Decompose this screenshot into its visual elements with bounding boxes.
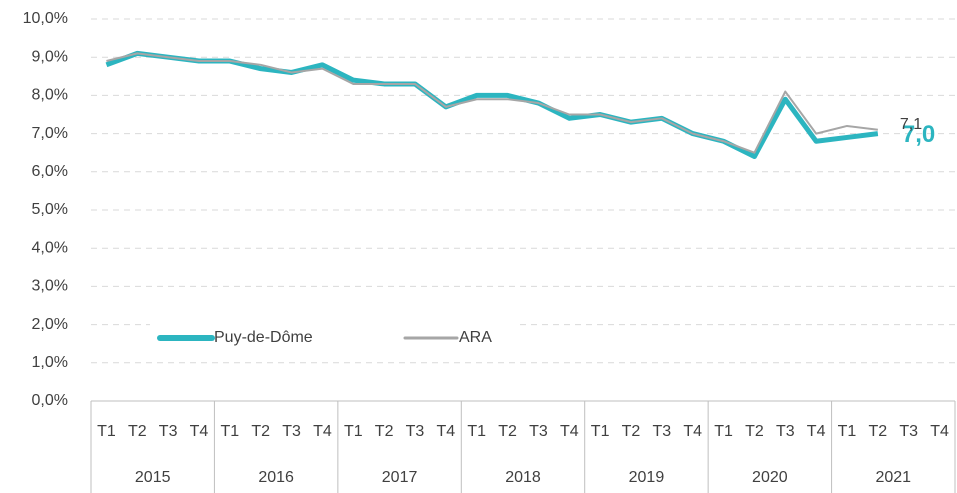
x-tick-label: T4 xyxy=(190,423,209,440)
x-tick-label: T4 xyxy=(807,423,826,440)
y-tick-label: 5,0% xyxy=(32,201,68,218)
group-label: 2020 xyxy=(752,469,788,486)
y-tick-label: 6,0% xyxy=(32,163,68,180)
group-label: 2016 xyxy=(258,469,294,486)
x-tick-label: T2 xyxy=(375,423,394,440)
x-tick-label: T3 xyxy=(899,423,918,440)
x-tick-label: T4 xyxy=(313,423,332,440)
legend-label: ARA xyxy=(459,329,492,346)
group-label: 2018 xyxy=(505,469,541,486)
x-tick-label: T2 xyxy=(622,423,641,440)
x-tick-label: T4 xyxy=(437,423,456,440)
line-series xyxy=(106,52,878,154)
x-tick-label: T1 xyxy=(221,423,240,440)
x-tick-label: T3 xyxy=(282,423,301,440)
y-tick-label: 9,0% xyxy=(32,48,68,65)
group-label: 2019 xyxy=(629,469,665,486)
line-series xyxy=(105,50,879,160)
x-tick-label: T3 xyxy=(653,423,672,440)
x-tick-label: T1 xyxy=(838,423,857,440)
y-tick-label: 0,0% xyxy=(32,392,68,409)
x-tick-label: T3 xyxy=(406,423,425,440)
y-tick-label: 2,0% xyxy=(32,316,68,333)
x-tick-label: T3 xyxy=(159,423,178,440)
x-tick-label: T2 xyxy=(251,423,270,440)
x-tick-label: T1 xyxy=(467,423,486,440)
x-tick-label: T1 xyxy=(714,423,733,440)
x-tick-label: T4 xyxy=(930,423,949,440)
y-tick-label: 10,0% xyxy=(23,10,68,27)
x-tick-label: T4 xyxy=(560,423,579,440)
y-tick-label: 8,0% xyxy=(32,87,68,104)
x-tick-label: T4 xyxy=(683,423,702,440)
group-label: 2015 xyxy=(135,469,171,486)
data-label: 7,1 xyxy=(900,116,922,133)
x-tick-label: T3 xyxy=(776,423,795,440)
y-tick-label: 4,0% xyxy=(32,239,68,256)
x-tick-label: T1 xyxy=(591,423,610,440)
data-label: 7,0 xyxy=(902,121,935,148)
x-tick-label: T2 xyxy=(745,423,764,440)
legend-label: Puy-de-Dôme xyxy=(214,329,313,346)
y-tick-label: 7,0% xyxy=(32,125,68,142)
x-tick-label: T3 xyxy=(529,423,548,440)
y-tick-label: 3,0% xyxy=(32,278,68,295)
y-tick-label: 1,0% xyxy=(32,354,68,371)
x-tick-label: T1 xyxy=(97,423,116,440)
x-tick-label: T1 xyxy=(344,423,363,440)
x-tick-label: T2 xyxy=(498,423,517,440)
group-label: 2021 xyxy=(875,469,911,486)
x-tick-label: T2 xyxy=(128,423,147,440)
x-tick-label: T2 xyxy=(869,423,888,440)
group-label: 2017 xyxy=(382,469,418,486)
